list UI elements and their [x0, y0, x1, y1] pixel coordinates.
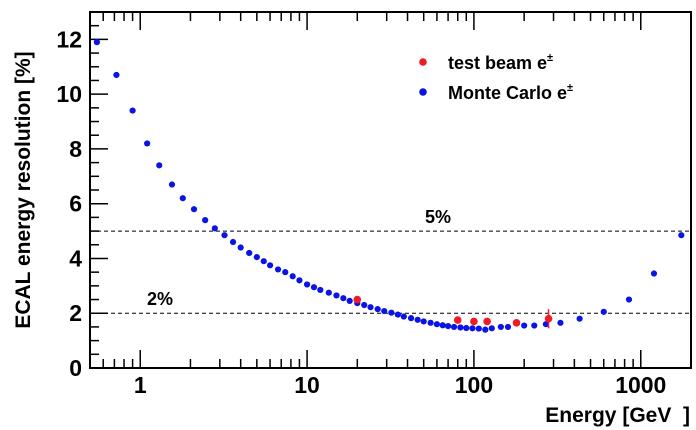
monte-carlo-point: [381, 307, 388, 315]
monte-carlo-point: [253, 253, 260, 261]
monte-carlo-point: [129, 107, 136, 114]
monte-carlo-point: [179, 195, 186, 202]
monte-carlo-point: [289, 273, 296, 280]
monte-carlo-point: [625, 296, 633, 303]
monte-carlo-point: [407, 315, 415, 322]
legend-marker-monte-carlo: [419, 88, 427, 96]
monte-carlo-point: [211, 225, 218, 232]
x-tick-label: 10: [294, 372, 320, 398]
y-tick-label: 6: [69, 191, 82, 217]
monte-carlo-point: [600, 308, 607, 315]
monte-carlo-point: [576, 315, 583, 322]
test-beam-point: [453, 316, 462, 324]
x-tick-label: 1: [134, 372, 147, 398]
monte-carlo-point: [168, 181, 176, 188]
legend-label-test-beam: test beam e±: [448, 52, 553, 73]
monte-carlo-point: [414, 316, 421, 323]
monte-carlo-point: [346, 297, 353, 305]
reference-lines: 5% 2%: [90, 207, 691, 314]
monte-carlo-point: [221, 232, 228, 239]
monte-carlo-point: [475, 325, 482, 332]
monte-carlo-point: [274, 266, 282, 273]
legend-marker-test-beam: [419, 58, 427, 66]
reference-line-label: 2%: [147, 289, 173, 309]
test-beam-point: [470, 317, 478, 326]
monte-carlo-point: [317, 286, 324, 294]
monte-carlo-point: [237, 244, 244, 251]
monte-carlo-point: [144, 140, 151, 147]
data-points: [93, 39, 685, 333]
monte-carlo-point: [374, 306, 381, 313]
y-tick-label: 0: [69, 355, 82, 381]
y-tick-label: 8: [69, 136, 82, 162]
legend-label-monte-carlo: Monte Carlo e±: [448, 82, 573, 103]
monte-carlo-point: [531, 322, 538, 329]
y-tick-label: 10: [56, 81, 82, 107]
monte-carlo-point: [394, 311, 401, 318]
monte-carlo-point: [457, 324, 464, 331]
minor-ticks: [89, 11, 692, 368]
monte-carlo-point: [246, 249, 253, 257]
x-tick-label: 100: [455, 372, 493, 398]
test-beam-point: [512, 319, 521, 327]
y-axis-title: ECAL energy resolution [%]: [12, 51, 35, 328]
y-tick-labels: 0 2 4 6 8 10 12: [56, 26, 82, 381]
monte-carlo-point: [361, 301, 368, 309]
monte-carlo-point: [678, 232, 685, 239]
monte-carlo-point: [488, 325, 495, 332]
reference-line-label: 5%: [425, 207, 451, 227]
monte-carlo-point: [521, 322, 528, 329]
y-tick-label: 2: [69, 300, 82, 326]
monte-carlo-point: [420, 318, 427, 325]
monte-carlo-point: [296, 277, 303, 284]
monte-carlo-point: [325, 289, 332, 296]
monte-carlo-point: [266, 262, 274, 269]
monte-carlo-point: [303, 281, 311, 288]
monte-carlo-point: [340, 295, 347, 302]
x-tick-labels: 1 10 100 1000: [134, 372, 667, 398]
monte-carlo-point: [202, 217, 209, 224]
monte-carlo-point: [310, 284, 318, 291]
major-ticks: [90, 12, 642, 369]
x-axis-title: Energy [GeV ]: [545, 404, 690, 427]
monte-carlo-point: [463, 324, 470, 332]
monte-carlo-point: [282, 269, 289, 276]
monte-carlo-point: [113, 71, 120, 79]
y-tick-label: 4: [69, 245, 82, 271]
monte-carlo-point: [542, 321, 549, 328]
monte-carlo-point: [190, 206, 198, 213]
monte-carlo-point: [260, 258, 267, 265]
monte-carlo-point: [444, 323, 452, 330]
monte-carlo-point: [433, 321, 441, 328]
monte-carlo-point: [439, 322, 446, 329]
monte-carlo-point: [367, 304, 374, 311]
test-beam-point: [544, 314, 553, 323]
test-beam-point: [483, 317, 491, 326]
monte-carlo-point: [450, 323, 458, 331]
x-tick-label: 1000: [615, 372, 666, 398]
monte-carlo-point: [504, 323, 512, 331]
monte-carlo-point: [333, 292, 340, 299]
monte-carlo-point: [156, 162, 163, 169]
y-tick-label: 12: [56, 26, 82, 52]
monte-carlo-point: [229, 238, 237, 246]
monte-carlo-point: [93, 39, 101, 46]
monte-carlo-point: [469, 325, 476, 332]
test-beam-point: [353, 295, 362, 304]
monte-carlo-point: [388, 309, 395, 316]
monte-carlo-point: [482, 326, 489, 333]
monte-carlo-point: [400, 313, 407, 320]
monte-carlo-point: [557, 319, 564, 326]
legend: test beam e± Monte Carlo e±: [419, 52, 573, 103]
monte-carlo-point: [497, 323, 504, 331]
monte-carlo-point: [650, 270, 658, 277]
monte-carlo-point: [427, 319, 434, 326]
